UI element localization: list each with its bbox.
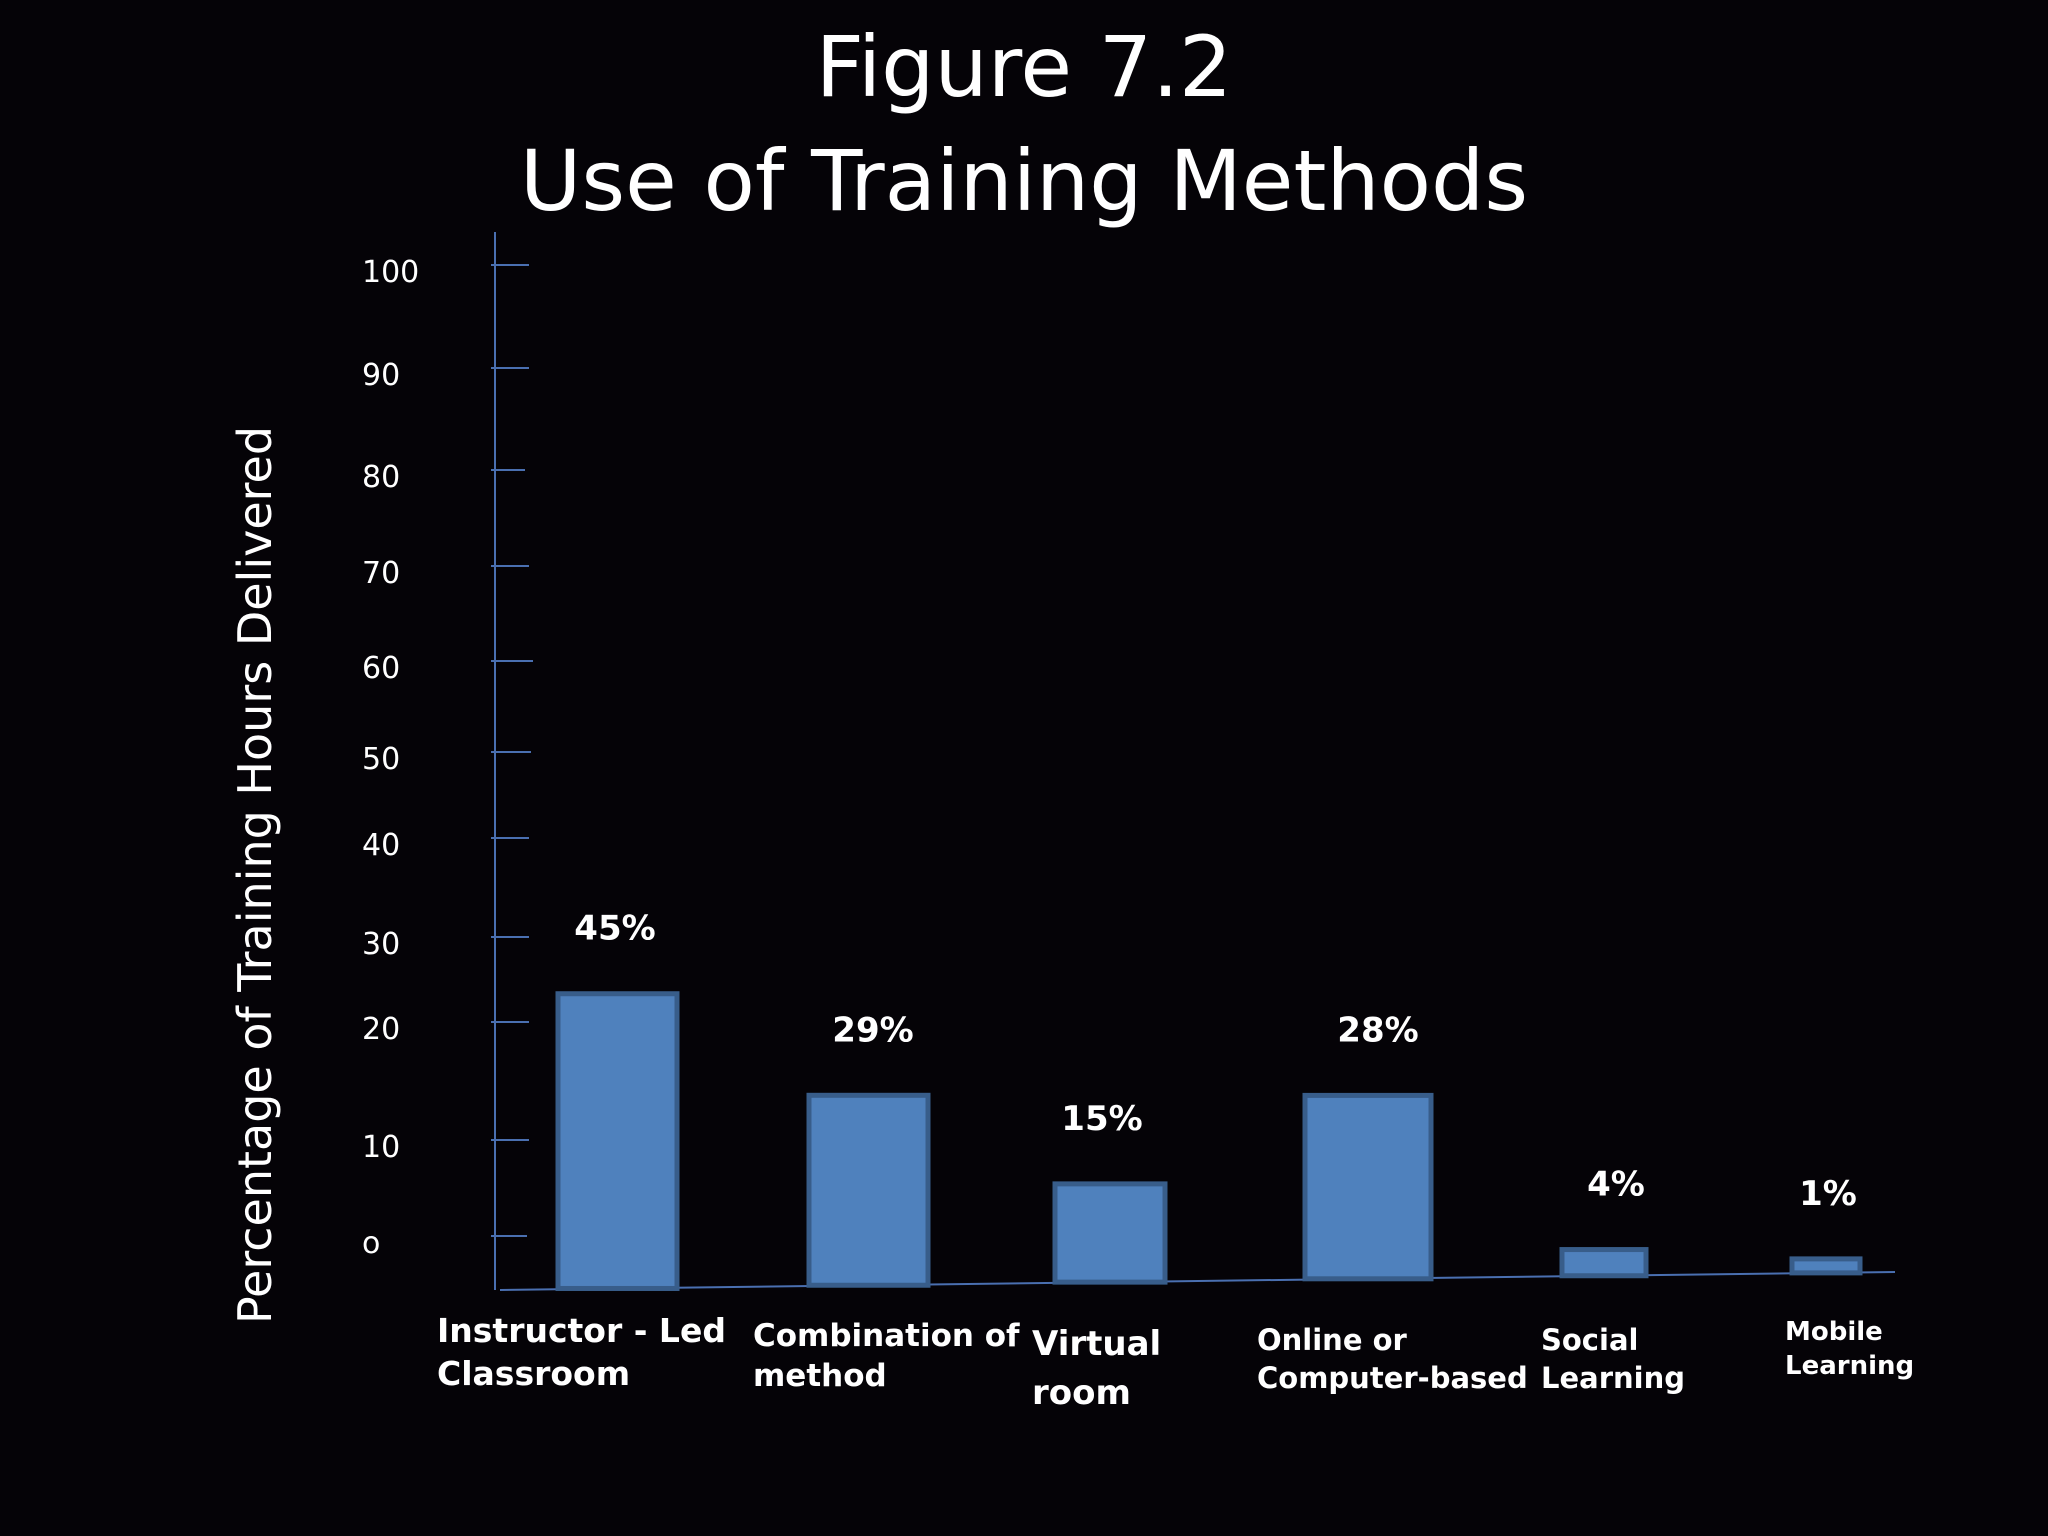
y-tick-label: 20 [362,1012,400,1047]
category-label-line: Learning [1541,1360,1686,1395]
y-tick-label: 100 [362,255,419,290]
y-tick-label: 50 [362,742,400,777]
y-tick-label: 40 [362,828,400,863]
y-tick-label: o [362,1226,380,1261]
bar [1559,1247,1649,1279]
bar [555,991,680,1291]
data-label: 1% [1799,1174,1857,1214]
data-label: 4% [1587,1165,1645,1205]
category-label-line: Social [1541,1323,1639,1357]
y-tick-label: 70 [362,556,400,591]
bars [555,991,1863,1291]
category-label-line: Online or [1257,1323,1407,1357]
x-axis-line [499,1271,1896,1291]
y-tick-label: 10 [362,1130,400,1165]
data-label: 15% [1061,1099,1142,1139]
chart-subtitle: Use of Training Methods [519,132,1529,230]
bar [1052,1181,1168,1285]
bar [806,1092,931,1288]
y-tick-label: 80 [362,460,400,495]
bar [1789,1256,1863,1276]
category-label: Mobile Learning [1785,1316,1914,1384]
category-label: Social Learning [1541,1322,1685,1397]
category-label-line: Classroom [437,1353,631,1393]
y-tick-label: 90 [362,358,400,393]
data-label: 28% [1337,1010,1418,1050]
bar [1302,1092,1434,1282]
chart-title: Figure 7.2 [815,18,1233,116]
category-label-line: method [753,1358,887,1395]
category-label-line: Learning [1785,1350,1915,1381]
category-label: Instructor - Led Classroom [437,1310,726,1396]
category-label-line: Virtual [1032,1324,1162,1364]
category-label-line: Instructor - Led [437,1311,726,1350]
category-label-line: Mobile [1785,1317,1883,1347]
category-label: Combination of method [753,1316,1020,1397]
axes: 100 90 80 70 60 50 40 30 20 10 o [362,232,1896,1291]
category-label-line: room [1032,1373,1131,1414]
category-label: Online or Computer-based [1257,1322,1528,1397]
data-labels: 45% 29% 15% 28% 4% 1% [574,909,1857,1214]
category-label-line: Computer-based [1257,1360,1528,1395]
category-label: Virtual room [1032,1320,1161,1419]
y-tick-label: 30 [362,927,400,962]
data-label: 45% [574,909,655,949]
category-label-line: Combination of [753,1318,1020,1354]
data-label: 29% [832,1010,913,1050]
y-tick-label: 60 [362,651,400,686]
